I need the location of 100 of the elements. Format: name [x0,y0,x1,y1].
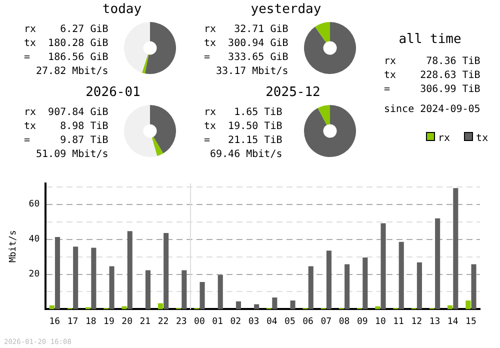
text: = [204,134,212,148]
x-tick-label: 21 [140,316,151,327]
text: 21.15 TiB [228,134,282,148]
x-tick-label: 19 [104,316,114,327]
text: = [204,51,212,65]
x-tick-label: 17 [67,316,78,327]
y-tick-label: 20 [28,270,40,280]
bar [448,305,453,310]
bar [466,300,471,310]
text: 306.99 TiB [419,83,480,97]
y-axis-title: Mbit/s [8,230,19,263]
bar [200,282,205,310]
bar [453,188,458,310]
bar [73,246,78,310]
bar [290,300,296,310]
x-tick-label: 07 [320,316,332,327]
x-tick-label: 03 [248,316,260,327]
legend-label: rx [438,133,450,144]
x-tick-label: 15 [466,316,476,327]
bar [272,297,278,310]
text: tx [24,37,36,51]
bar [182,270,187,310]
x-tick-label: 04 [266,316,278,327]
text: all time [398,32,462,47]
text: 1.65 TiB [233,106,282,120]
text: rx [24,106,36,120]
text: 333.65 GiB [228,51,288,65]
legend-label: tx [476,133,488,144]
bar [398,242,404,310]
bar [218,274,223,310]
x-tick-label: 09 [356,316,368,327]
bar [308,266,314,310]
text: 300.94 GiB [228,37,288,51]
chart-title: yesterday [250,2,322,17]
x-tick-label: 01 [212,316,223,327]
x-tick-label: 18 [85,316,96,327]
text: = [24,51,32,65]
x-tick-label: 10 [375,316,386,327]
text: tx [384,69,398,83]
bar [326,250,332,310]
text: 78.36 TiB [425,55,480,69]
chart-title: 2025-12 [266,85,320,100]
text: rx [24,23,36,37]
x-tick-label: 13 [429,316,440,327]
text: 186.56 GiB [48,51,108,65]
bar [380,223,386,310]
x-tick-label: 12 [411,316,422,327]
bar [158,303,163,310]
bar [375,306,380,310]
text: rx [204,23,216,37]
text: 32.71 GiB [233,23,288,37]
text: 51.09 Mbit/s [35,148,108,162]
bar [435,218,440,310]
text: 9.87 TiB [59,134,108,148]
text: = [384,83,392,97]
bar [416,262,422,310]
bar [254,304,260,310]
x-tick-label: 11 [393,316,404,327]
x-tick-label: 14 [447,316,458,327]
x-tick-label: 16 [49,316,60,327]
x-tick-label: 23 [176,316,187,327]
text: 33.17 Mbit/s [215,65,288,79]
bar [236,301,241,310]
x-tick-label: 00 [194,316,205,327]
text: rx [204,106,216,120]
text: tx [204,37,216,51]
text: = [24,134,32,148]
bar [49,305,54,310]
bar [91,248,96,310]
bar [109,266,114,310]
text: tx [24,120,36,134]
text: tx [204,120,216,134]
bar [344,264,350,310]
text: 27.82 Mbit/s [35,65,108,79]
text: 6.27 GiB [59,23,108,37]
bar [127,231,132,310]
y-tick-label: 60 [28,200,40,210]
bar [54,237,60,310]
bar [122,306,127,310]
bar [164,233,169,310]
text: 907.84 GiB [48,106,108,120]
text: 180.28 GiB [48,37,108,51]
chart-title: today [102,2,142,17]
x-tick-label: 05 [284,316,296,327]
bar [362,257,368,310]
bar [471,264,476,310]
bar [145,270,151,310]
text: rx [384,55,398,69]
x-tick-label: 02 [230,316,242,327]
text: since 2024-09-05 [384,103,480,117]
x-tick-label: 06 [302,316,314,327]
text: 19.50 TiB [228,120,282,134]
text: 228.63 TiB [419,69,480,83]
x-tick-label: 20 [122,316,132,327]
y-tick-label: 40 [28,234,40,245]
text: 8.98 TiB [59,120,108,134]
chart-title: 2026-01 [86,85,140,100]
text: 69.46 Mbit/s [208,148,282,162]
x-tick-label: 08 [338,316,350,327]
x-tick-label: 22 [158,316,169,327]
